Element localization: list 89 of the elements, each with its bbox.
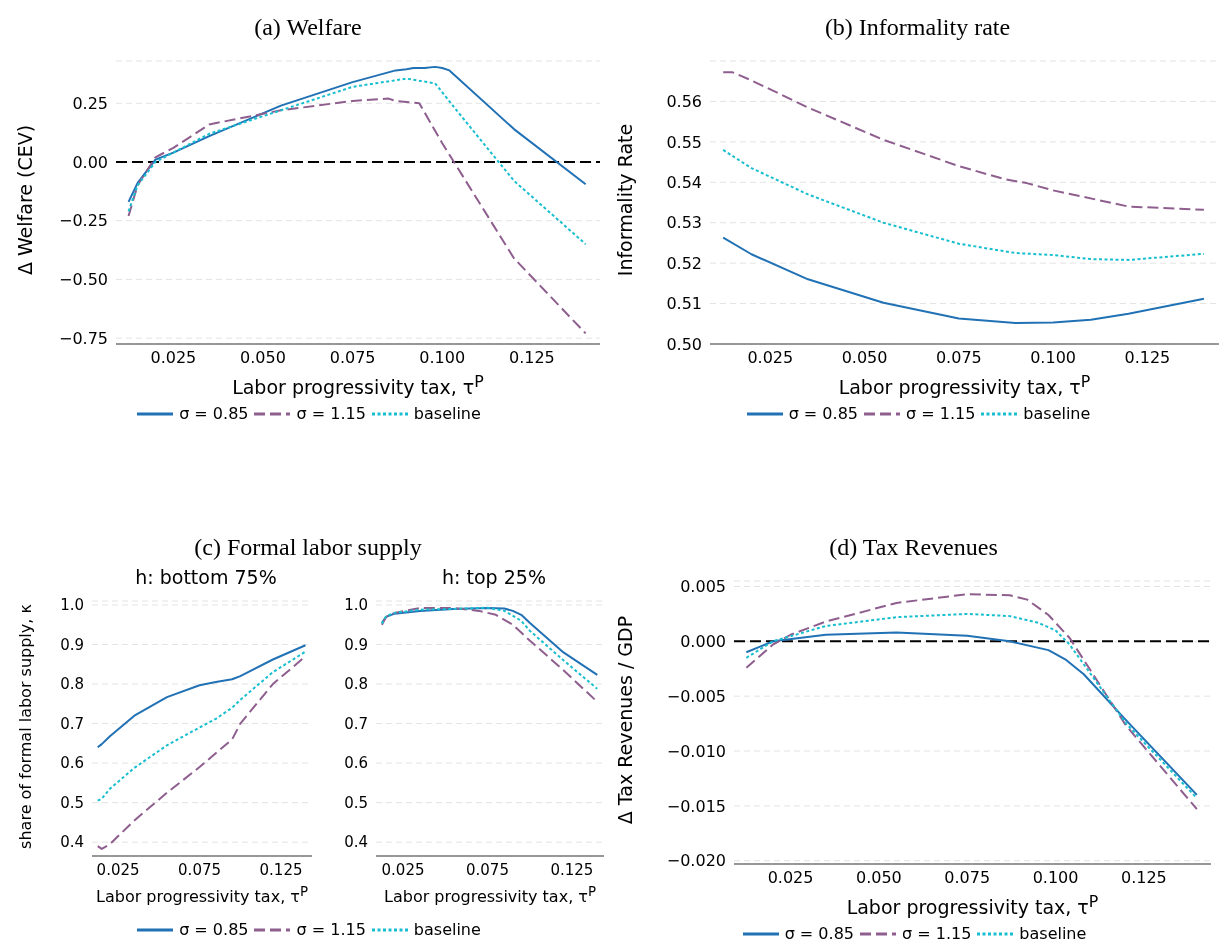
chart-subtitle: h: top 25% (441, 566, 547, 588)
chart-subtitle: h: bottom 75% (134, 566, 278, 588)
chart-title: (a) Welfare (253, 14, 363, 41)
line-series (127, 65, 587, 203)
y-tick-label: 0.6 (344, 754, 368, 773)
y-tick-label: −0.020 (666, 851, 726, 871)
y-tick-label: 0.53 (666, 213, 702, 233)
legend-label: σ = 1.15 (905, 404, 976, 423)
legend-label: σ = 1.15 (296, 404, 366, 423)
x-axis-title: Labor progressivity tax, τ$^{P}$ (845, 892, 1100, 919)
y-tick-label: 0.25 (72, 93, 108, 113)
x-tick-label: 0.050 (841, 348, 888, 368)
y-tick-label: 0.8 (60, 675, 84, 694)
x-tick-label: 0.125 (259, 860, 303, 879)
legend-label: σ = 0.85 (179, 920, 249, 939)
y-tick-label: 0.55 (666, 132, 702, 152)
x-tick-label: 0.125 (1124, 348, 1171, 368)
y-tick-label: 0.9 (60, 635, 84, 654)
x-tick-label: 0.125 (1120, 868, 1167, 888)
chart-title: (c) Formal labor supply (193, 534, 423, 561)
y-tick-label: −0.005 (666, 686, 726, 706)
x-axis-title: Labor progressivity tax, τ$^{P}$ (383, 884, 597, 907)
y-tick-label: 0.51 (666, 294, 702, 314)
y-axis-title: share of formal labor supply, κ (15, 603, 35, 849)
x-tick-label: 0.075 (178, 860, 222, 879)
y-tick-label: 0.000 (680, 632, 726, 652)
y-tick-label: 1.0 (60, 596, 84, 615)
legend-label: σ = 1.15 (901, 924, 972, 943)
line-series (96, 644, 307, 749)
line-series (127, 77, 587, 246)
line-series (96, 650, 307, 802)
y-tick-label: 0.7 (60, 714, 84, 733)
x-tick-label: 0.025 (381, 860, 425, 879)
x-tick-label: 0.025 (747, 348, 794, 368)
x-axis-title: Labor progressivity tax, τ$^{P}$ (95, 884, 309, 907)
y-tick-label: 0.50 (666, 334, 702, 354)
legend-label: baseline (413, 920, 481, 939)
y-tick-label: 0.5 (60, 793, 84, 812)
y-axis-title: Δ Tax Revenues / GDP (614, 615, 636, 825)
legend-label: σ = 1.15 (296, 920, 366, 939)
y-tick-label: 0.4 (344, 833, 368, 852)
line-series (722, 71, 1205, 211)
x-axis-title: Labor progressivity tax, τ$^{P}$ (837, 372, 1092, 399)
y-tick-label: 0.7 (344, 714, 368, 733)
legend-label: baseline (1023, 404, 1091, 423)
x-tick-label: 0.075 (944, 868, 991, 888)
chart-title: (d) Tax Revenues (828, 534, 999, 561)
legend-label: σ = 0.85 (179, 404, 249, 423)
x-tick-label: 0.125 (550, 860, 594, 879)
x-tick-label: 0.100 (1030, 348, 1077, 368)
y-tick-label: −0.75 (58, 328, 108, 348)
line-series (722, 148, 1205, 261)
line-series (380, 607, 599, 676)
x-tick-label: 0.100 (419, 348, 466, 368)
x-tick-label: 0.025 (96, 860, 140, 879)
y-tick-label: 0.8 (344, 675, 368, 694)
chart-title: (b) Informality rate (823, 14, 1012, 41)
y-tick-label: 0.005 (680, 577, 726, 597)
y-axis-title: Δ Welfare (CEV) (14, 124, 37, 276)
y-tick-label: −0.010 (666, 741, 726, 761)
x-tick-label: 0.100 (1032, 868, 1079, 888)
legend-label: σ = 0.85 (784, 924, 854, 943)
y-tick-label: −0.50 (58, 270, 108, 290)
y-tick-label: 0.54 (666, 172, 702, 192)
x-axis-title: Labor progressivity tax, τ$^{P}$ (231, 372, 485, 399)
y-tick-label: 1.0 (344, 596, 368, 615)
y-tick-label: 0.4 (60, 833, 84, 852)
y-tick-label: 0.56 (666, 92, 702, 112)
legend-label: baseline (413, 404, 481, 423)
x-tick-label: 0.050 (240, 348, 286, 368)
line-series (127, 97, 587, 335)
x-tick-label: 0.075 (329, 348, 376, 368)
x-tick-label: 0.075 (465, 860, 509, 879)
x-tick-label: 0.050 (855, 868, 902, 888)
y-tick-label: −0.25 (58, 211, 108, 231)
y-axis-title: Informality Rate (614, 123, 637, 277)
y-tick-label: −0.015 (666, 796, 726, 816)
y-tick-label: 0.52 (666, 253, 702, 273)
line-series (722, 236, 1205, 324)
y-tick-label: 0.00 (72, 152, 108, 172)
y-tick-label: 0.9 (344, 635, 368, 654)
x-tick-label: 0.075 (935, 348, 982, 368)
y-tick-label: 0.6 (60, 754, 84, 773)
x-tick-label: 0.025 (767, 868, 814, 888)
x-tick-label: 0.125 (508, 348, 555, 368)
x-tick-label: 0.025 (150, 348, 197, 368)
legend-label: σ = 0.85 (788, 404, 858, 423)
legend-label: baseline (1019, 924, 1087, 943)
y-tick-label: 0.5 (344, 793, 368, 812)
